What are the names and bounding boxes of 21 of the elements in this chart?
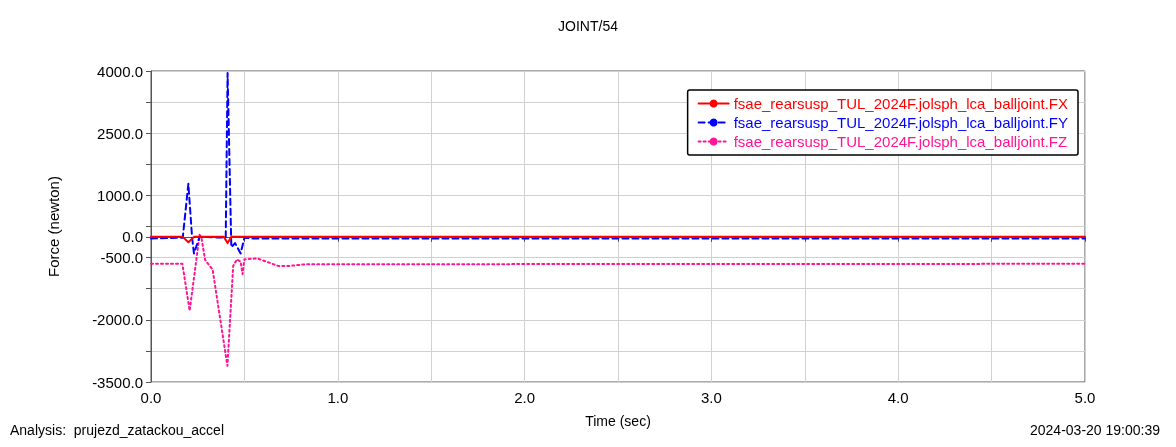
x-tick-label: 2.0 [514,389,536,406]
text: Analysis: prujezd_zatackou_accel [10,422,225,438]
chart-title: JOINT/54 [558,18,619,34]
y-tick-label: -3500.0 [92,373,143,391]
x-tick-label: 3.0 [700,389,722,406]
x-tick-label: 5.0 [1074,389,1096,406]
text: 2024-03-20 19:00:39 [1030,422,1161,438]
y-tick-label: -500.0 [100,249,143,267]
y-tick-label: 2500.0 [97,124,143,142]
legend-label: fsae_rearsusp_TUL_2024F.jolsph_lca_balljoint.FZ [733,133,1068,150]
x-axis-title: Time (sec) [585,413,651,429]
y-tick-label: -2000.0 [92,311,143,329]
y-axis-title: Force (newton) [45,176,62,277]
legend-label: fsae_rearsusp_TUL_2024F.jolsph_lca_balljoint.FX [733,95,1069,112]
y-tick-label: 1000.0 [97,186,143,204]
x-tick-label: 4.0 [887,389,909,406]
y-tick-label: 0.0 [122,228,143,246]
x-tick-label: 1.0 [327,389,349,406]
legend-label: fsae_rearsusp_TUL_2024F.jolsph_lca_balljoint.FY [733,114,1069,131]
x-tick-label: 0.0 [140,389,162,406]
y-tick-label: 4000.0 [97,62,143,80]
